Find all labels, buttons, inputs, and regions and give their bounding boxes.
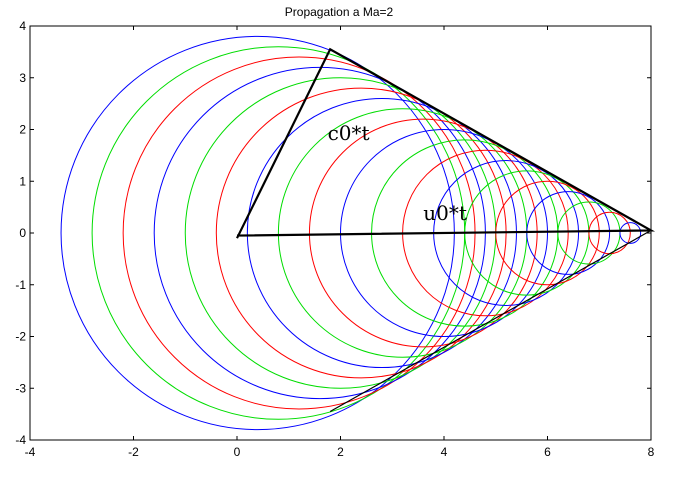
annotation-label: u0*t (423, 201, 467, 225)
y-tick-label: 0 (19, 226, 26, 240)
x-tick-label: -2 (128, 445, 139, 459)
y-tick-label: 4 (19, 19, 26, 33)
y-tick-label: -2 (15, 330, 26, 344)
wavefront-circle (619, 222, 642, 244)
chart-title: Propagation a Ma=2 (285, 5, 394, 19)
annotation-label: c0*t (328, 121, 370, 145)
x-tick-label: 6 (544, 445, 551, 459)
y-tick-label: 3 (19, 71, 26, 85)
y-tick-label: 1 (19, 174, 26, 188)
y-tick-label: -3 (15, 381, 26, 395)
wavefront-circle (308, 118, 538, 348)
annotations: c0*t u0*t (328, 121, 467, 225)
construction-triangle (236, 47, 656, 239)
y-tick-label: -1 (15, 278, 26, 292)
x-tick-label: 4 (441, 445, 448, 459)
y-tick-label: -4 (15, 433, 26, 447)
plot-area (60, 35, 656, 431)
wavefront-circle (340, 129, 548, 337)
x-tick-label: 2 (337, 445, 344, 459)
x-tick-label: 0 (234, 445, 241, 459)
axis-ticks: -4 -2 0 2 4 6 8 4 3 2 1 0 -1 -2 -3 -4 (15, 19, 654, 459)
x-tick-label: 8 (648, 445, 655, 459)
y-tick-label: 2 (19, 123, 26, 137)
x-tick-label: -4 (25, 445, 36, 459)
